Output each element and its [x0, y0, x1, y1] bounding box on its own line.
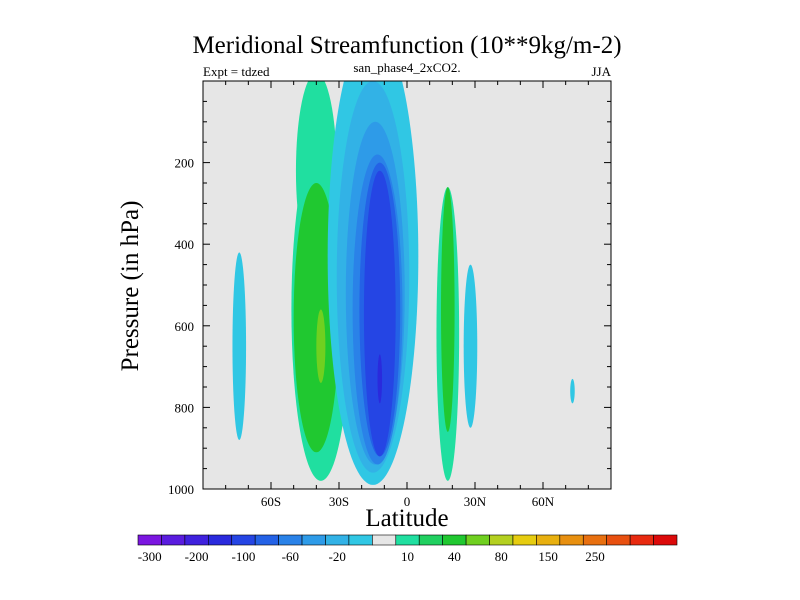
x-tick-label: 30N: [464, 494, 487, 509]
x-tick-label: 60N: [532, 494, 555, 509]
colorbar-label: 250: [585, 549, 605, 564]
colorbar-swatch-15: [489, 534, 514, 546]
colorbar-swatch-14: [465, 534, 490, 546]
x-tick-label: 30S: [329, 494, 349, 509]
experiment-label: Expt = tdzed: [203, 64, 270, 79]
colorbar-label: 150: [538, 549, 558, 564]
colorbar-label: -200: [185, 549, 209, 564]
y-tick-label: 800: [175, 400, 195, 415]
colorbar-label: 80: [495, 549, 508, 564]
colorbar-swatch-9: [348, 534, 373, 546]
contour-region-13: [232, 252, 247, 441]
colorbar-swatch-2: [184, 534, 209, 546]
colorbar-swatch-10: [372, 534, 397, 546]
y-tick-label: 600: [175, 319, 195, 334]
colorbar-swatch-3: [208, 534, 233, 546]
colorbar-label: -20: [329, 549, 346, 564]
colorbar-swatch-5: [254, 534, 279, 546]
chart-title: Meridional Streamfunction (10**9kg/m-2): [192, 32, 621, 59]
colorbar-swatch-1: [161, 534, 186, 546]
colorbar-label: 10: [401, 549, 414, 564]
x-tick-label: 60S: [261, 494, 281, 509]
season-label: JJA: [591, 64, 611, 79]
x-tick-label: 0: [404, 494, 411, 509]
colorbar-swatch-11: [395, 534, 420, 546]
y-axis-label: Pressure (in hPa): [117, 201, 144, 372]
y-tick-label: 200: [175, 156, 195, 171]
contour-region-15: [570, 378, 575, 404]
contour-region-14: [463, 264, 478, 428]
contour-region-9: [363, 170, 396, 457]
y-tick-label: 400: [175, 237, 195, 252]
contour-region-2: [293, 183, 340, 453]
colorbar-swatch-21: [629, 534, 654, 546]
colorbar-swatch-16: [512, 534, 537, 546]
colorbar: -300 -200 -100 -60 -20 10 40 80 150 250: [137, 534, 678, 564]
colorbar-swatch-6: [278, 534, 303, 546]
contour-region-10: [377, 354, 383, 404]
contour-region-3: [316, 309, 326, 383]
colorbar-swatch-7: [301, 534, 326, 546]
colorbar-swatch-13: [442, 534, 467, 546]
colorbar-swatch-20: [606, 534, 631, 546]
y-tick-label: 1000: [168, 482, 194, 497]
colorbar-swatch-17: [536, 534, 561, 546]
colorbar-label: -60: [282, 549, 299, 564]
colorbar-label: -300: [138, 549, 162, 564]
colorbar-label: -100: [232, 549, 256, 564]
colorbar-swatch-22: [653, 534, 678, 546]
colorbar-swatch-18: [559, 534, 584, 546]
contour-region-12: [441, 187, 455, 432]
colorbar-swatch-0: [137, 534, 162, 546]
axis-layer: 60S 30S 0 30N 60N 200 400 600 800 1000: [168, 80, 612, 509]
colorbar-swatch-4: [231, 534, 256, 546]
chart-subtitle: san_phase4_2xCO2.: [353, 60, 460, 75]
colorbar-swatch-12: [418, 534, 443, 546]
x-axis-label: Latitude: [365, 505, 448, 532]
colorbar-swatch-19: [582, 534, 607, 546]
contour-layer: [232, 81, 575, 485]
colorbar-swatch-8: [325, 534, 350, 546]
colorbar-label: 40: [448, 549, 461, 564]
